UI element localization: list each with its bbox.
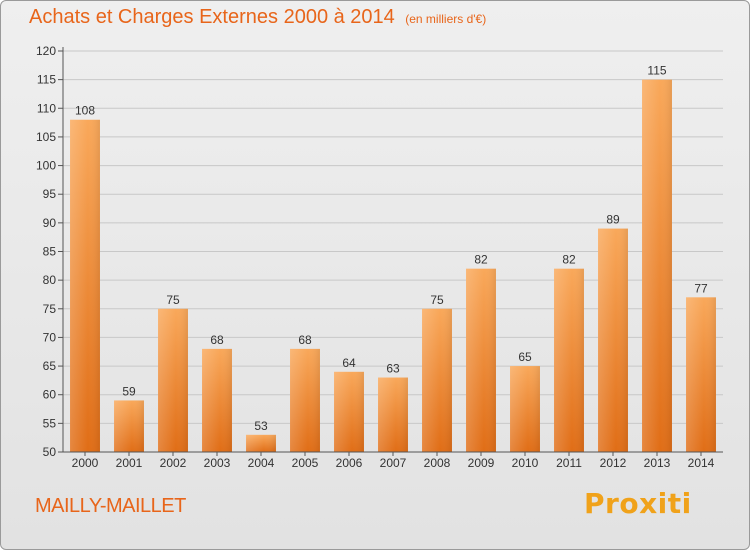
y-tick-label: 110	[37, 101, 56, 115]
bar-shade	[378, 377, 408, 452]
chart-subtitle: (en milliers d'€)	[405, 12, 487, 26]
bar-shade	[510, 366, 540, 452]
y-tick-label: 70	[43, 330, 57, 344]
data-label: 68	[298, 333, 312, 347]
y-tick-label: 85	[43, 245, 57, 259]
y-tick-label: 105	[36, 130, 56, 144]
data-label: 75	[430, 293, 444, 307]
bar-shade	[686, 297, 716, 452]
proxiti-logo: Proxiti	[584, 487, 692, 520]
x-tick-label: 2012	[600, 456, 627, 470]
commune-name: MAILLY-MAILLET	[35, 495, 186, 517]
bar-shade	[642, 79, 672, 453]
x-tick-label: 2014	[688, 456, 715, 470]
bar-shade	[422, 308, 452, 452]
data-label: 63	[386, 362, 400, 376]
y-tick-label: 120	[36, 44, 56, 58]
y-tick-label: 50	[43, 445, 57, 459]
bar-shade	[554, 268, 584, 452]
x-tick-label: 2005	[292, 456, 319, 470]
data-label: 115	[647, 64, 666, 78]
y-tick-label: 75	[43, 302, 57, 316]
y-tick-label: 65	[43, 359, 57, 373]
x-tick-label: 2008	[424, 456, 451, 470]
bar-shade	[246, 434, 276, 452]
x-tick-label: 2006	[336, 456, 363, 470]
bar-shade	[334, 371, 364, 452]
y-tick-label: 95	[43, 187, 57, 201]
data-label: 108	[75, 104, 95, 118]
y-tick-label: 80	[43, 273, 57, 287]
bar-shade	[158, 308, 188, 452]
x-tick-label: 2010	[512, 456, 539, 470]
x-tick-label: 2013	[644, 456, 671, 470]
y-tick-label: 100	[36, 159, 56, 173]
x-tick-label: 2004	[248, 456, 275, 470]
data-label: 82	[562, 253, 576, 267]
chart-title: Achats et Charges Externes 2000 à 2014	[29, 6, 395, 28]
bar-shade	[114, 400, 144, 452]
x-tick-label: 2011	[556, 456, 582, 470]
x-tick-label: 2002	[160, 456, 187, 470]
x-tick-label: 2003	[204, 456, 231, 470]
x-tick-label: 2007	[380, 456, 407, 470]
bar-shade	[290, 348, 320, 452]
bar-shade	[466, 268, 496, 452]
data-label: 68	[210, 333, 224, 347]
data-label: 75	[166, 293, 180, 307]
x-tick-label: 2009	[468, 456, 495, 470]
data-label: 77	[694, 281, 708, 295]
bar-shade	[70, 119, 100, 452]
data-label: 89	[606, 213, 620, 227]
bar-shade	[598, 228, 628, 452]
x-tick-label: 2000	[72, 456, 99, 470]
title-row: Achats et Charges Externes 2000 à 2014 (…	[29, 6, 486, 29]
y-tick-label: 115	[37, 73, 56, 87]
x-tick-label: 2001	[116, 456, 143, 470]
bar-shade	[202, 348, 232, 452]
data-label: 53	[254, 419, 268, 433]
y-tick-label: 90	[43, 216, 57, 230]
logo-text: Proxiti	[584, 487, 692, 520]
data-label: 59	[122, 384, 136, 398]
data-label: 65	[518, 350, 532, 364]
y-tick-label: 60	[43, 388, 57, 402]
y-tick-label: 55	[43, 416, 57, 430]
data-label: 82	[474, 253, 488, 267]
data-label: 64	[342, 356, 356, 370]
